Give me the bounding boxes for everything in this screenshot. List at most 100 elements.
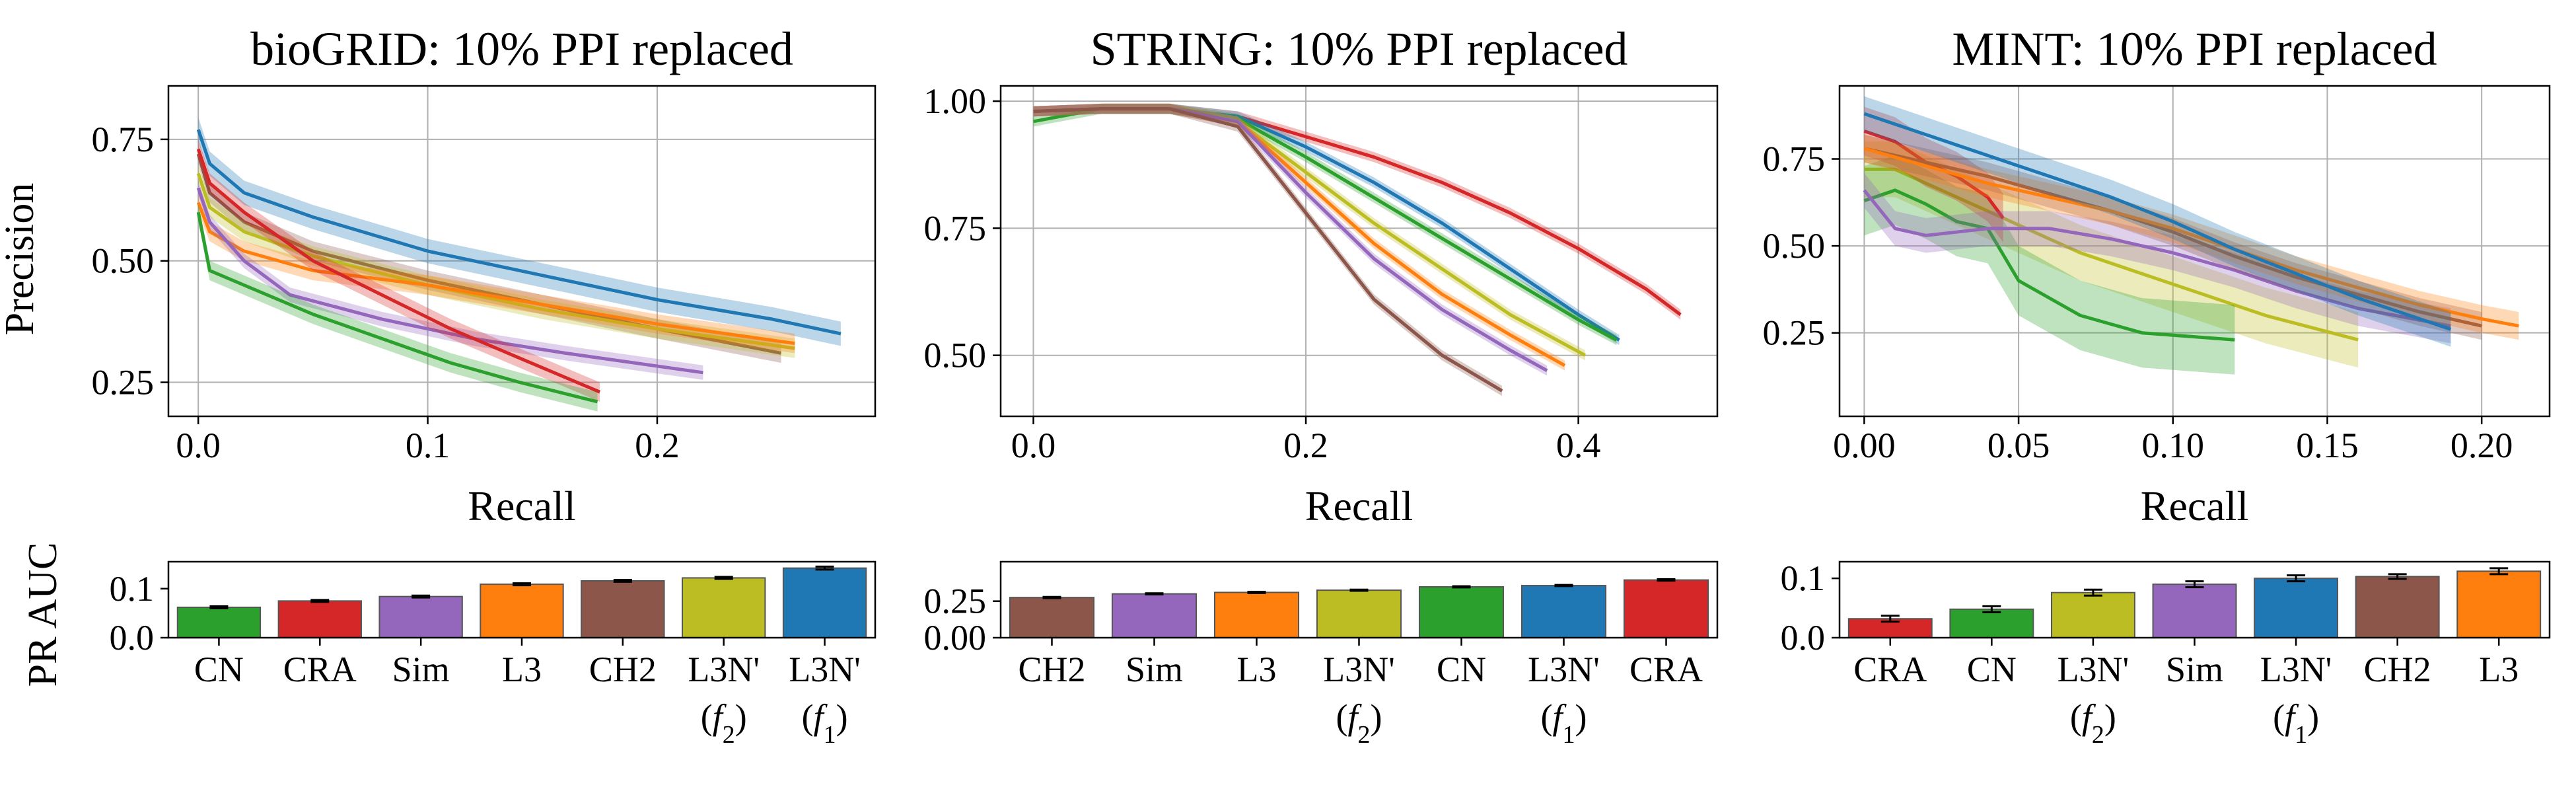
- confidence-band-cn: [1864, 155, 2235, 375]
- x-axis-label: Recall: [1305, 482, 1413, 529]
- y-tick-label: 0.75: [92, 120, 155, 159]
- y-tick-label: 0.25: [92, 363, 155, 402]
- y-tick-label: 0.50: [92, 241, 155, 281]
- y-tick-label: 0.50: [924, 336, 987, 375]
- bar-cn: [1418, 586, 1505, 638]
- pr-auc-bar-panel-1: CN CRA Sim L3 CH2 L3N' (f2) L3N' (f1) 0.0 0.1: [110, 560, 877, 749]
- confidence-band-sim: [1864, 172, 2451, 344]
- x-tick-label: 0.4: [1556, 426, 1601, 465]
- category-sublabel: (f1): [1541, 697, 1587, 749]
- bar-l3: [2456, 570, 2542, 638]
- confidence-band-l3: [198, 192, 795, 354]
- bar-l3n-f2: [682, 577, 766, 639]
- precision-recall-panel-1: 0.0 0.1 0.2 0.25 0.50 0.75 bioGRID: 10% PPI re…: [92, 22, 877, 529]
- category-label: L3N': [2260, 650, 2332, 689]
- x-axis-label: Recall: [468, 482, 575, 529]
- bar-l3n-f1: [1521, 585, 1607, 639]
- confidence-band-l3n-f1: [198, 117, 841, 346]
- bar-cn: [1949, 608, 2034, 638]
- x-tick-label: 0.20: [2451, 426, 2513, 465]
- category-label: CN: [1967, 650, 2017, 689]
- category-sublabel: (f2): [2070, 697, 2116, 749]
- x-tick-label: 0.2: [635, 426, 680, 465]
- precision-axis-label: Precision: [0, 183, 42, 336]
- bar-sim: [1111, 593, 1198, 639]
- category-label: L3N': [789, 650, 861, 689]
- pr-auc-axis-label: PR AUC: [20, 543, 65, 687]
- x-tick-label: 0.0: [1011, 426, 1056, 465]
- y-tick-label: 0.25: [924, 582, 987, 621]
- x-tick-label: 0.05: [1987, 426, 2050, 465]
- x-tick-label: 0.15: [2296, 426, 2359, 465]
- plot-frame: [167, 85, 877, 418]
- bar-cra: [1623, 579, 1709, 638]
- x-tick-label: 0.00: [1833, 426, 1896, 465]
- series-line-l3n-f1: [196, 129, 841, 336]
- category-label: CRA: [283, 650, 357, 689]
- category-label: CRA: [1853, 650, 1927, 689]
- y-tick-label: 0.25: [1763, 313, 1826, 353]
- category-label: CH2: [589, 650, 657, 689]
- x-axis-label: Recall: [2141, 482, 2248, 529]
- bar-ch2: [581, 580, 665, 638]
- series-line-ch2: [1863, 147, 2482, 328]
- y-tick-label: 0.0: [110, 618, 155, 658]
- bar-cn: [176, 607, 262, 638]
- panel-title: MINT: 10% PPI replaced: [1952, 22, 2437, 75]
- y-tick-label: 0.75: [924, 208, 987, 248]
- panel-title: bioGRID: 10% PPI replaced: [250, 22, 793, 75]
- x-tick-label: 0.1: [406, 426, 450, 465]
- bar-sim: [2152, 584, 2237, 638]
- series-line-l3n-f1: [1863, 112, 2452, 331]
- category-sublabel: (f2): [701, 697, 747, 749]
- series-line-cra: [196, 148, 601, 394]
- y-tick-label: 0.00: [924, 618, 987, 658]
- category-sublabel: (f1): [802, 697, 848, 749]
- category-label: CN: [194, 650, 244, 689]
- series-line-l3n-f2: [196, 172, 795, 350]
- x-tick-label: 0.10: [2142, 426, 2205, 465]
- category-label: L3: [502, 650, 542, 689]
- category-label: CRA: [1629, 650, 1703, 689]
- y-tick-label: 1.00: [924, 81, 987, 121]
- x-tick-label: 0.0: [176, 426, 221, 465]
- y-tick-label: 0.0: [1781, 618, 1826, 658]
- category-label: CH2: [1018, 650, 1085, 689]
- category-label: L3: [2479, 650, 2519, 689]
- precision-recall-panel-3: 0.00 0.05 0.10 0.15 0.20 0.25 0.50 0.75 MINT: 10…: [1763, 22, 2551, 529]
- category-label: L3N': [2057, 650, 2129, 689]
- category-sublabel: (f2): [1336, 697, 1382, 749]
- bar-l3n-f2: [2050, 591, 2135, 638]
- pr-auc-bar-panel-3: CRA CN L3N' (f2) Sim L3N' (f1) CH2 L3 0.0 0.1: [1781, 558, 2551, 749]
- bar-l3: [480, 584, 564, 638]
- bar-l3n-f2: [1316, 589, 1402, 638]
- category-label: Sim: [392, 650, 450, 689]
- y-tick-label: 0.50: [1763, 226, 1826, 266]
- category-label: L3: [1237, 650, 1277, 689]
- series-line-l3: [196, 202, 795, 346]
- bar-ch2: [1009, 597, 1095, 638]
- plot-frame: [1838, 560, 2551, 639]
- plot-frame: [999, 85, 1719, 418]
- series-line-ch2: [1033, 107, 1503, 393]
- series-line-l3n-f2: [1864, 167, 2359, 342]
- category-label: L3N': [688, 650, 760, 689]
- plot-frame: [1838, 85, 2551, 418]
- category-label: Sim: [2166, 650, 2223, 689]
- plot-frame: [167, 560, 877, 639]
- series-line-cn: [196, 211, 598, 404]
- category-label: L3N': [1528, 650, 1600, 689]
- confidence-band-cra: [1864, 106, 2003, 243]
- category-label: CH2: [2364, 650, 2431, 689]
- y-tick-label: 0.75: [1763, 139, 1826, 179]
- confidence-band-l3n-f1: [1864, 96, 2451, 347]
- bar-cra: [277, 600, 362, 639]
- series-line-l3: [1863, 147, 2519, 328]
- pr-auc-bar-panel-2: CH2 Sim L3 L3N' (f2) CN L3N' (f1) CRA 0.000.25: [924, 560, 1719, 749]
- precision-recall-panel-2: 0.0 0.2 0.4 0.50 0.75 1.00 STRING: 10% PPI rep…: [924, 22, 1719, 529]
- category-label: CN: [1437, 650, 1486, 689]
- bar-l3: [1213, 591, 1300, 639]
- plot-frame: [999, 560, 1719, 639]
- category-label: Sim: [1126, 650, 1183, 689]
